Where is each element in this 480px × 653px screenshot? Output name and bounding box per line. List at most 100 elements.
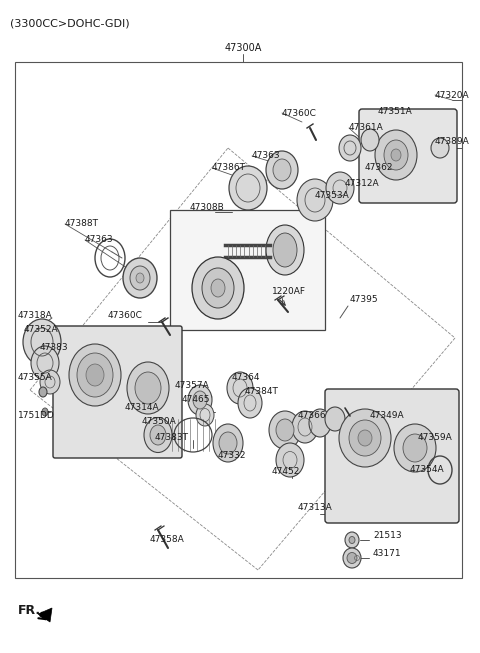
Text: 47361A: 47361A <box>349 123 384 133</box>
Polygon shape <box>38 608 52 622</box>
Ellipse shape <box>227 372 253 404</box>
Ellipse shape <box>219 432 237 454</box>
Ellipse shape <box>127 362 169 414</box>
Text: 47389A: 47389A <box>435 138 470 146</box>
Text: 47358A: 47358A <box>150 535 185 545</box>
Ellipse shape <box>192 257 244 319</box>
Text: 47383: 47383 <box>40 343 69 351</box>
Ellipse shape <box>69 344 121 406</box>
Ellipse shape <box>23 319 61 365</box>
Ellipse shape <box>394 424 436 472</box>
Ellipse shape <box>135 372 161 404</box>
Ellipse shape <box>358 430 372 446</box>
Text: 47383T: 47383T <box>155 434 189 443</box>
Ellipse shape <box>86 364 104 386</box>
FancyBboxPatch shape <box>325 389 459 523</box>
Ellipse shape <box>375 130 417 180</box>
Ellipse shape <box>391 149 401 161</box>
Text: FR.: FR. <box>18 603 41 616</box>
Ellipse shape <box>31 346 59 380</box>
Ellipse shape <box>361 129 379 151</box>
Ellipse shape <box>266 225 304 275</box>
Ellipse shape <box>266 151 298 189</box>
Ellipse shape <box>229 166 267 210</box>
Text: 47320A: 47320A <box>435 91 469 99</box>
Text: 47452: 47452 <box>272 468 300 477</box>
Ellipse shape <box>77 353 113 397</box>
Ellipse shape <box>144 417 172 453</box>
Ellipse shape <box>276 419 294 441</box>
Text: 47313A: 47313A <box>298 503 333 513</box>
Ellipse shape <box>325 407 345 431</box>
Text: 43171: 43171 <box>373 549 402 558</box>
FancyBboxPatch shape <box>359 109 457 203</box>
Ellipse shape <box>273 233 297 267</box>
Text: 47318A: 47318A <box>18 310 53 319</box>
Text: 47360C: 47360C <box>282 108 317 118</box>
Ellipse shape <box>431 138 449 158</box>
FancyBboxPatch shape <box>53 326 182 458</box>
Text: 21513: 21513 <box>373 532 402 541</box>
Ellipse shape <box>403 434 427 462</box>
Text: 47384T: 47384T <box>245 387 279 396</box>
Text: 47364: 47364 <box>232 374 261 383</box>
Text: 47357A: 47357A <box>175 381 210 390</box>
Text: 47355A: 47355A <box>18 374 53 383</box>
Text: 47359A: 47359A <box>418 434 453 443</box>
Text: 47388T: 47388T <box>65 219 99 229</box>
Text: 47360C: 47360C <box>108 311 143 321</box>
Ellipse shape <box>339 409 391 467</box>
Ellipse shape <box>326 172 354 204</box>
Text: 47351A: 47351A <box>378 108 413 116</box>
Text: 47363: 47363 <box>85 236 114 244</box>
Text: 47363: 47363 <box>252 151 281 161</box>
Text: 47349A: 47349A <box>370 411 405 421</box>
Ellipse shape <box>211 279 225 297</box>
Ellipse shape <box>196 404 214 426</box>
Text: 47465: 47465 <box>182 396 211 404</box>
Ellipse shape <box>136 273 144 283</box>
Ellipse shape <box>269 411 301 449</box>
Ellipse shape <box>347 552 357 564</box>
Ellipse shape <box>40 370 60 394</box>
Text: 47395: 47395 <box>350 296 379 304</box>
Ellipse shape <box>276 443 304 477</box>
Ellipse shape <box>384 140 408 170</box>
Ellipse shape <box>339 135 361 161</box>
Ellipse shape <box>238 388 262 418</box>
Ellipse shape <box>202 268 234 308</box>
Ellipse shape <box>292 411 318 443</box>
Ellipse shape <box>42 408 48 416</box>
Text: 47366: 47366 <box>298 411 326 419</box>
Text: 47362: 47362 <box>365 163 394 172</box>
Text: 47350A: 47350A <box>142 417 177 426</box>
Ellipse shape <box>349 537 355 543</box>
Text: 47353A: 47353A <box>315 191 350 200</box>
Ellipse shape <box>273 159 291 181</box>
Ellipse shape <box>349 420 381 456</box>
Ellipse shape <box>345 532 359 548</box>
Ellipse shape <box>297 179 333 221</box>
Ellipse shape <box>188 385 212 415</box>
Bar <box>170 210 325 330</box>
Ellipse shape <box>309 409 331 437</box>
Text: 47332: 47332 <box>218 451 247 460</box>
Ellipse shape <box>39 387 47 397</box>
Ellipse shape <box>193 391 207 409</box>
Text: (3300CC>DOHC-GDI): (3300CC>DOHC-GDI) <box>10 18 130 28</box>
Ellipse shape <box>150 425 166 445</box>
Ellipse shape <box>213 424 243 462</box>
Text: 47314A: 47314A <box>125 404 160 413</box>
Ellipse shape <box>130 266 150 290</box>
Text: 1751DD: 1751DD <box>18 411 55 419</box>
Text: 47352A: 47352A <box>24 325 59 334</box>
Ellipse shape <box>123 258 157 298</box>
Text: 47312A: 47312A <box>345 180 380 189</box>
Text: 47300A: 47300A <box>224 43 262 53</box>
Text: 47386T: 47386T <box>212 163 246 172</box>
Bar <box>15 62 462 578</box>
Ellipse shape <box>343 548 361 568</box>
Text: 47354A: 47354A <box>410 466 444 475</box>
Text: 47308B: 47308B <box>190 204 225 212</box>
Text: 1220AF: 1220AF <box>272 287 306 296</box>
